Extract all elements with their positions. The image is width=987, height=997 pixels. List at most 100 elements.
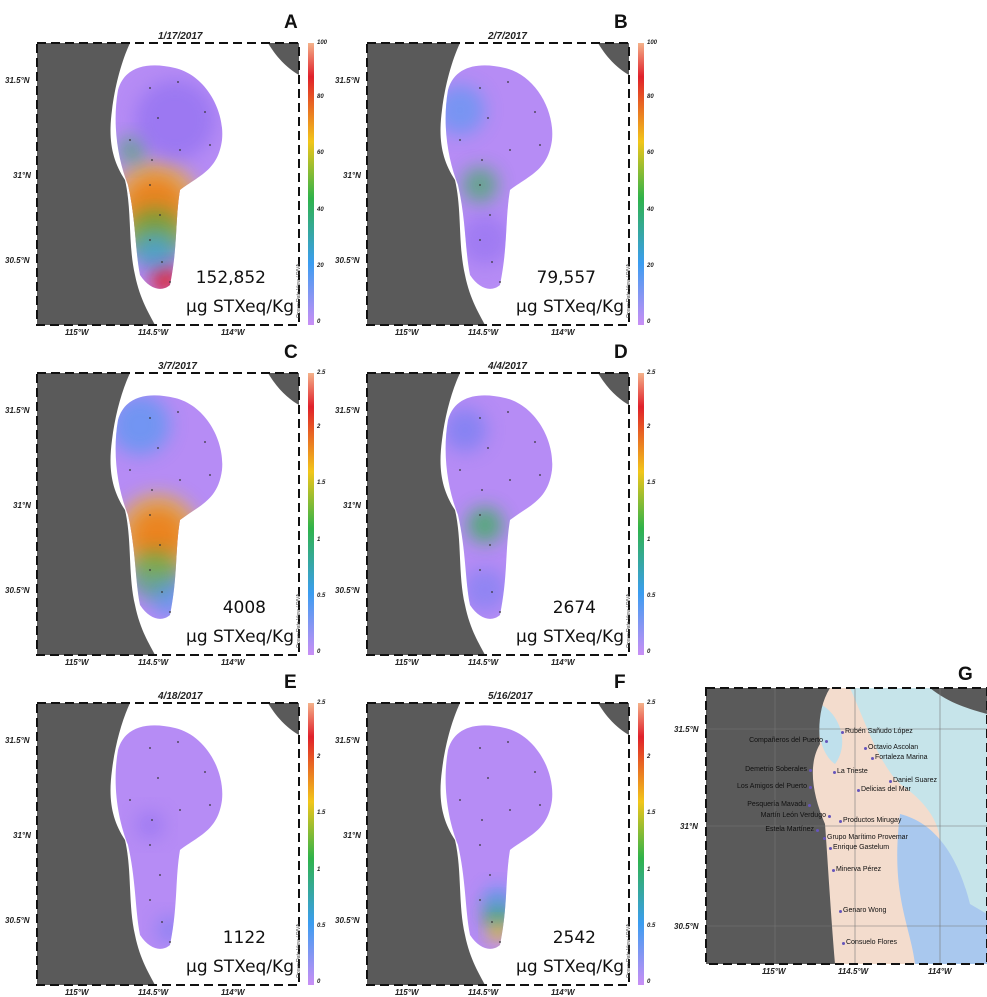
xtick-label: 114.5°W [468, 988, 499, 997]
ytick-label: 31°N [343, 831, 361, 840]
colorbar-tick: 1 [647, 537, 651, 543]
station-dot [209, 804, 211, 806]
ytick-label: 31°N [13, 501, 31, 510]
station-dot [169, 611, 171, 613]
colorbar-tick: 2 [317, 424, 321, 430]
colorbar-tick: 1.5 [317, 480, 326, 486]
station-dot [539, 804, 541, 806]
station-dot [177, 741, 179, 743]
station-dot [159, 544, 161, 546]
station-dot [479, 514, 481, 516]
toxin-value: 1122 [222, 928, 266, 948]
colorbar-tick: 0.5 [317, 593, 326, 599]
station-marker [857, 789, 860, 792]
ytick-label: 30.5°N [335, 916, 360, 925]
ytick-label: 31.5°N [335, 736, 360, 745]
colorbar-tick: 0 [317, 319, 321, 325]
station-marker [808, 804, 811, 807]
station-dot [149, 899, 151, 901]
station-dot [159, 874, 161, 876]
station-dot [149, 569, 151, 571]
toxin-unit: µg STXeq/Kg [516, 297, 624, 317]
panel-letter: F [614, 672, 626, 693]
station-dot [129, 469, 131, 471]
station-marker [871, 757, 874, 760]
station-dot [487, 777, 489, 779]
colorbar-tick: 1 [647, 867, 651, 873]
colorbar-tick: 100 [647, 40, 658, 46]
xtick-label: 114°W [221, 658, 245, 667]
panel-date: 5/16/2017 [488, 691, 533, 702]
panel-map [366, 702, 644, 986]
colorbar-tick: 1.5 [647, 810, 656, 816]
station-marker [829, 847, 832, 850]
station-label: Grupo Marítimo Provemar [827, 834, 908, 841]
station-dot [177, 81, 179, 83]
colorbar-tick: 100 [317, 40, 328, 46]
station-dot [151, 159, 153, 161]
station-dot [499, 281, 501, 283]
panel-date: 4/18/2017 [158, 691, 203, 702]
ytick-label: 30.5°N [5, 586, 30, 595]
panel-map [36, 42, 314, 326]
ytick-label: 31.5°N [335, 406, 360, 415]
station-dot [489, 214, 491, 216]
station-dot [204, 771, 206, 773]
colorbar-tick: 2.5 [317, 370, 326, 376]
station-dot [499, 941, 501, 943]
station-dot [161, 261, 163, 263]
odv-credit: Ocean Data View / DIVA [626, 593, 632, 648]
ytick-label: 31.5°N [5, 406, 30, 415]
ytick-label: 30.5°N [5, 256, 30, 265]
station-dot [509, 479, 511, 481]
station-dot [149, 239, 151, 241]
station-dot [151, 819, 153, 821]
panel-letter: B [614, 12, 628, 33]
colorbar-tick: 2.5 [647, 700, 656, 706]
station-dot [481, 489, 483, 491]
colorbar-tick: 2.5 [317, 700, 326, 706]
colorbar-tick: 0 [317, 649, 321, 655]
ytick-label: 31.5°N [335, 76, 360, 85]
station-marker [889, 780, 892, 783]
station-label: Rubén Sañudo López [845, 728, 913, 735]
station-dot [129, 139, 131, 141]
station-label: Compañeros del Puerto [749, 737, 823, 744]
colorbar-tick: 80 [317, 94, 324, 100]
station-dot [179, 479, 181, 481]
panel-g-xtick: 114°W [928, 967, 952, 976]
station-dot [479, 417, 481, 419]
station-label: Demetrio Soberales [745, 766, 807, 773]
station-dot [169, 281, 171, 283]
station-dot [179, 149, 181, 151]
station-dot [509, 809, 511, 811]
station-label: Pesquería Mavadu [747, 801, 806, 808]
odv-credit: Ocean Data View / DIVA [296, 593, 302, 648]
odv-credit: Ocean Data View / DIVA [296, 263, 302, 318]
colorbar-tick: 0 [647, 979, 651, 985]
colorbar-tick: 0 [317, 979, 321, 985]
station-dot [534, 111, 536, 113]
station-dot [491, 261, 493, 263]
panel-g-letter: G [958, 664, 973, 685]
station-dot [149, 417, 151, 419]
panel-g-ytick: 30.5°N [674, 922, 699, 931]
colorbar-tick: 0 [647, 319, 651, 325]
colorbar-tick: 2 [317, 754, 321, 760]
xtick-label: 114°W [551, 328, 575, 337]
odv-credit: Ocean Data View / DIVA [296, 923, 302, 978]
panel-f: 5/16/2017 F 31.5°N 31°N 30.5°N 115°W 114.5°W 11… [330, 660, 660, 997]
toxin-value: 2674 [552, 598, 596, 618]
station-dot [157, 777, 159, 779]
station-dot [159, 214, 161, 216]
station-marker [832, 869, 835, 872]
station-label: Productos Mirugay [843, 817, 902, 824]
station-dot [534, 441, 536, 443]
panel-letter: C [284, 342, 298, 363]
panel-letter: E [284, 672, 297, 693]
station-dot [534, 771, 536, 773]
station-dot [539, 474, 541, 476]
station-marker [842, 942, 845, 945]
panel-letter: D [614, 342, 628, 363]
station-dot [149, 844, 151, 846]
